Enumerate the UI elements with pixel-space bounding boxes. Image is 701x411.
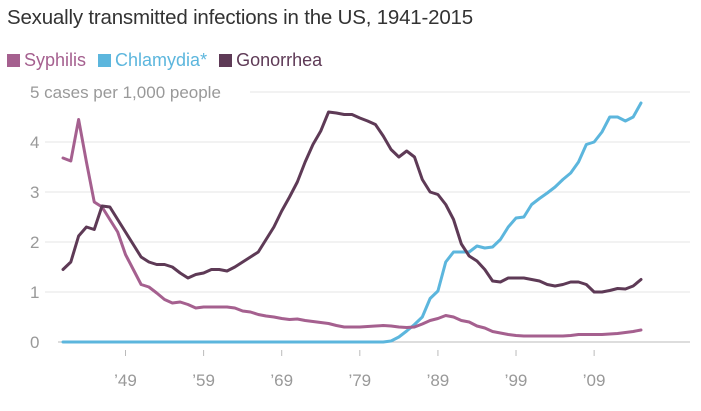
y-tick-label-3: 3 bbox=[30, 183, 39, 202]
series-line-chlamydia bbox=[61, 101, 643, 344]
legend-swatch-gonorrhea bbox=[219, 54, 233, 67]
legend-label-gonorrhea: Gonorrhea bbox=[236, 50, 323, 70]
legend-label-chlamydia: Chlamydia* bbox=[115, 50, 208, 70]
x-tick-label-1979: ’79 bbox=[348, 371, 371, 390]
y-tick-label-5: 5 cases per 1,000 people bbox=[30, 83, 221, 102]
legend-swatch-chlamydia bbox=[98, 54, 112, 67]
x-tick-label-2009: ’09 bbox=[583, 371, 606, 390]
legend-swatch-syphilis bbox=[7, 54, 20, 67]
x-tick-label-1949: ’49 bbox=[114, 371, 137, 390]
y-tick-label-0: 0 bbox=[30, 333, 39, 352]
chart-title: Sexually transmitted infections in the U… bbox=[7, 6, 473, 29]
chart-legend: Syphilis Chlamydia* Gonorrhea bbox=[7, 50, 334, 71]
x-tick-label-1959: ’59 bbox=[192, 371, 215, 390]
series-line-gonorrhea bbox=[61, 110, 643, 294]
legend-item-syphilis: Syphilis bbox=[7, 50, 86, 71]
y-tick-label-2: 2 bbox=[30, 233, 39, 252]
legend-label-syphilis: Syphilis bbox=[24, 50, 87, 70]
legend-item-chlamydia: Chlamydia* bbox=[98, 50, 207, 71]
x-tick-label-1999: ’99 bbox=[505, 371, 528, 390]
y-tick-label-4: 4 bbox=[30, 133, 39, 152]
series-line-syphilis bbox=[61, 118, 643, 338]
x-tick-label-1969: ’69 bbox=[270, 371, 293, 390]
y-tick-label-1: 1 bbox=[30, 283, 39, 302]
x-tick-label-1989: ’89 bbox=[427, 371, 450, 390]
legend-item-gonorrhea: Gonorrhea bbox=[219, 50, 322, 71]
